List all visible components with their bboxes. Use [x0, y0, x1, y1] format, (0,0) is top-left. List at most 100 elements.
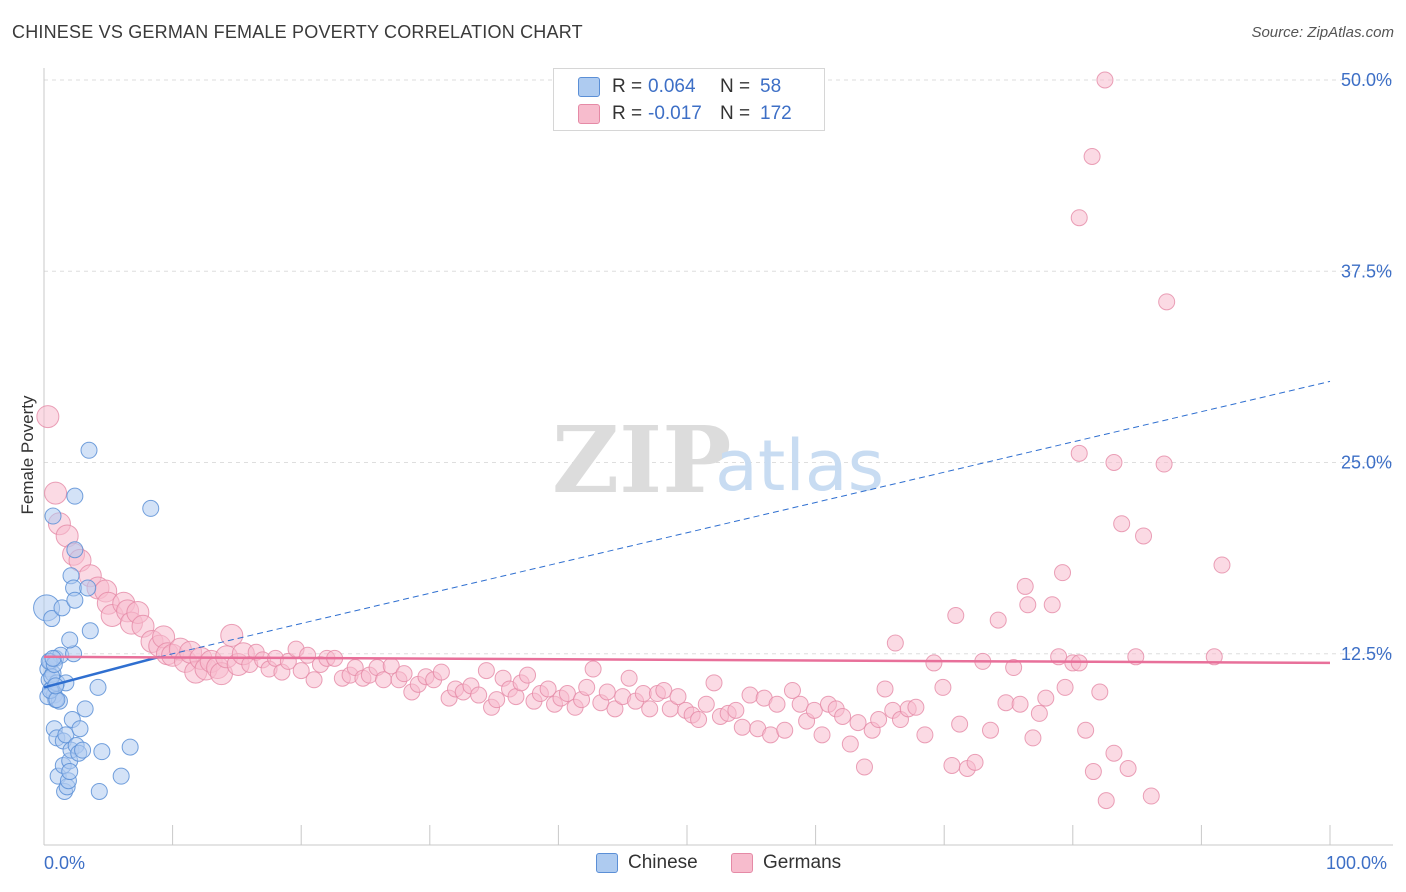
german-point — [1213, 556, 1231, 574]
german-point — [1070, 209, 1088, 227]
gridlines — [44, 79, 1393, 655]
chinese-point — [66, 487, 84, 505]
legend-chinese-label: Chinese — [628, 852, 698, 873]
legend-germans-label: Germans — [763, 852, 842, 873]
chinese-trend-solid — [43, 655, 161, 689]
german-point — [876, 680, 894, 698]
german-point — [1037, 689, 1055, 707]
german-point — [690, 711, 708, 729]
german-point — [768, 695, 786, 713]
legend-row-chinese: R = 0.064 N = 58 — [578, 74, 781, 100]
trend-lines — [43, 380, 1331, 689]
german-point — [470, 686, 488, 704]
chinese-point — [90, 782, 108, 800]
german-point — [519, 666, 537, 684]
german-point — [943, 756, 961, 774]
german-point — [1070, 444, 1088, 462]
german-point — [1083, 148, 1101, 165]
german-point — [1105, 454, 1123, 471]
chinese-point — [66, 591, 84, 609]
x-tick-label-max: 100.0% — [1326, 853, 1388, 873]
german-point — [870, 711, 888, 729]
german-point — [989, 611, 1007, 629]
source-note: Source: ZipAtlas.com — [1251, 24, 1394, 41]
german-point — [395, 665, 413, 683]
legend-n-value: 172 — [760, 103, 792, 124]
chinese-point — [44, 507, 62, 525]
legend-n-label: N = — [720, 76, 751, 97]
german-point — [916, 726, 934, 744]
chinese-trend-dashed — [159, 380, 1331, 658]
chinese-point — [66, 541, 84, 559]
german-point — [805, 701, 823, 719]
chinese-point — [80, 441, 98, 459]
germans-swatch — [578, 104, 600, 124]
german-point — [1097, 792, 1115, 810]
german-point — [36, 405, 60, 429]
german-point — [697, 695, 715, 713]
chinese-point — [71, 720, 89, 738]
german-point — [855, 758, 873, 776]
german-point — [1135, 527, 1153, 545]
german-point — [1011, 695, 1029, 713]
german-point — [947, 607, 965, 624]
german-point — [606, 700, 624, 718]
german-point — [841, 735, 859, 753]
german-point — [1077, 721, 1095, 739]
legend-n-value: 58 — [760, 76, 782, 97]
y-tick-label: 50.0% — [1341, 70, 1392, 90]
chinese-point — [61, 763, 79, 781]
german-point — [849, 714, 867, 732]
german-point — [1155, 455, 1173, 473]
german-point — [1054, 564, 1072, 582]
german-point — [783, 681, 801, 699]
chart-title: CHINESE VS GERMAN FEMALE POVERTY CORRELA… — [12, 22, 583, 42]
german-point — [1205, 648, 1223, 666]
german-point — [477, 662, 495, 680]
german-point — [1043, 596, 1061, 614]
chinese-points — [33, 441, 160, 800]
chinese-point — [76, 700, 94, 718]
german-point — [598, 683, 616, 701]
german-point — [1096, 71, 1114, 89]
german-point — [762, 726, 780, 744]
german-point — [620, 669, 638, 687]
legend-r-value: -0.017 — [648, 103, 702, 124]
german-point — [1091, 683, 1109, 701]
german-point — [669, 688, 687, 706]
chinese-swatch — [578, 77, 600, 97]
german-point — [791, 695, 809, 713]
german-point — [1119, 760, 1137, 777]
german-point — [1016, 577, 1034, 595]
chinese-point — [79, 579, 97, 597]
legend-item-chinese: Chinese — [596, 852, 698, 874]
german-point — [741, 686, 759, 704]
german-point — [1105, 744, 1123, 762]
chinese-point — [112, 767, 130, 785]
axes — [43, 68, 1393, 846]
german-point — [1024, 729, 1042, 747]
chinese-swatch — [596, 853, 618, 873]
german-point — [1158, 293, 1176, 311]
y-tick-label: 37.5% — [1341, 261, 1392, 281]
chinese-point — [43, 610, 61, 628]
german-point — [925, 654, 943, 672]
chinese-point — [121, 738, 139, 756]
german-point — [584, 660, 602, 678]
german-point — [1030, 704, 1048, 722]
german-point — [886, 634, 904, 652]
chinese-point — [57, 726, 75, 744]
german-point — [1019, 596, 1037, 614]
watermark-zip: ZIP — [552, 406, 731, 514]
german-point — [432, 663, 450, 681]
german-point — [834, 707, 852, 725]
y-tick-label: 25.0% — [1341, 453, 1392, 473]
german-point — [305, 671, 323, 689]
german-point — [1056, 678, 1074, 696]
german-point — [997, 694, 1015, 712]
german-point — [634, 685, 652, 703]
german-point — [966, 753, 984, 771]
series-legend: Chinese Germans — [0, 852, 1406, 878]
y-tick-labels: 12.5% 25.0% 37.5% 50.0% — [1341, 70, 1392, 664]
